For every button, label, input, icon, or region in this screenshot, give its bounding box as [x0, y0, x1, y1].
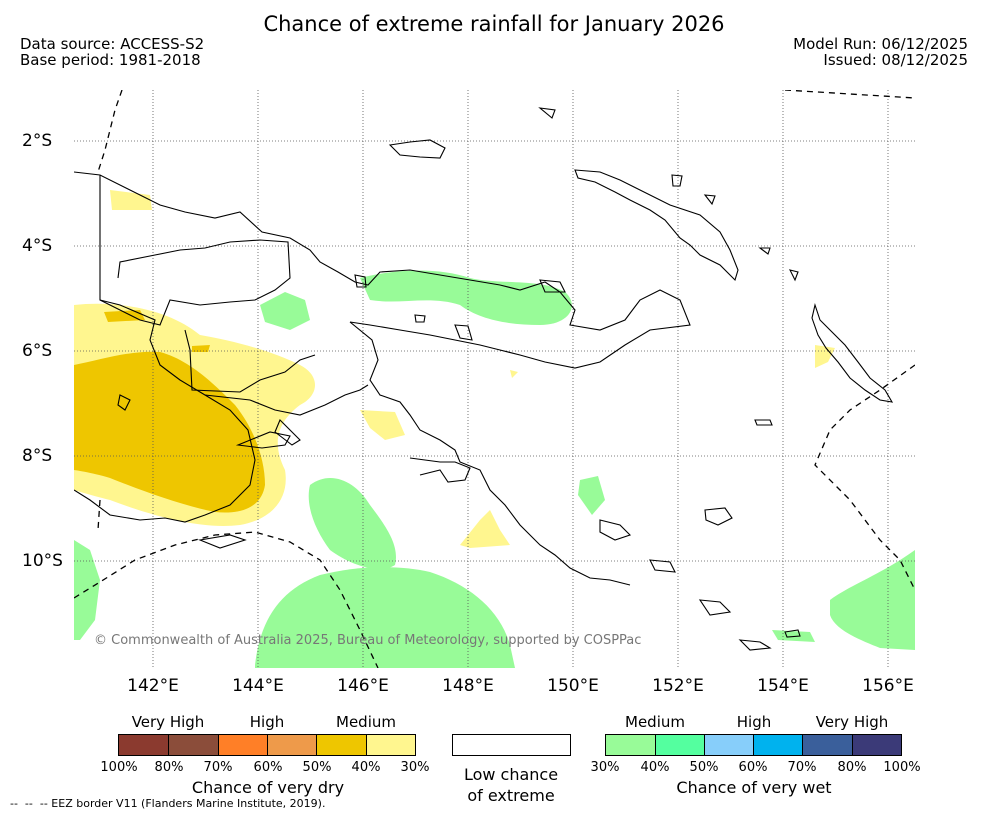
wet-swatch-6 [852, 734, 902, 756]
wet-pct-label: 100% [883, 760, 921, 775]
wet-swatch-5 [802, 734, 853, 756]
wet-swatch-4 [753, 734, 804, 756]
map-title: Chance of extreme rainfall for January 2… [263, 12, 725, 36]
lon-label-156e: 156°E [862, 676, 914, 696]
wet-swatch-3 [704, 734, 755, 756]
low-chance-swatch [452, 734, 571, 756]
wet-pct-label: 30% [590, 760, 620, 775]
dry-pct-label: 30% [400, 760, 430, 775]
lat-label-8s: 8°S [22, 446, 53, 466]
dry-level-high: High [249, 713, 285, 731]
wet-pct-label: 50% [689, 760, 719, 775]
lon-label-142e: 142°E [127, 676, 179, 696]
copyright-notice: © Commonwealth of Australia 2025, Bureau… [94, 633, 642, 648]
dry-pct-label: 60% [253, 760, 283, 775]
dry-pct-label: 100% [100, 760, 138, 775]
dry-pct-label: 80% [154, 760, 184, 775]
dry-level-medium: Medium [336, 713, 396, 731]
lon-label-148e: 148°E [442, 676, 494, 696]
dry-caption: Chance of very dry [191, 778, 345, 797]
dry-swatch-1 [118, 734, 169, 756]
coastlines [74, 107, 894, 651]
rainfall-map [74, 90, 915, 668]
eez-border-note: -- -- -- EEZ border V11 (Flanders Marine… [10, 797, 326, 810]
dry-swatch-2 [168, 734, 219, 756]
wet-swatch-1 [605, 734, 656, 756]
lon-label-150e: 150°E [547, 676, 599, 696]
dry-swatch-3 [218, 734, 269, 756]
lon-label-144e: 144°E [232, 676, 284, 696]
eez-borders [74, 90, 915, 668]
lon-label-154e: 154°E [757, 676, 809, 696]
wet-level-very-high: Very High [815, 713, 889, 731]
dry-pct-label: 40% [351, 760, 381, 775]
wet-pct-label: 70% [787, 760, 817, 775]
dry-swatch-4 [267, 734, 318, 756]
wet-pct-label: 40% [640, 760, 670, 775]
dry-medium-region [74, 310, 265, 513]
dry-pct-label: 70% [203, 760, 233, 775]
dry-pct-label: 50% [302, 760, 332, 775]
dry-swatch-6 [366, 734, 416, 756]
low-chance-caption-1: Low chance [463, 765, 559, 784]
low-chance-caption-2: of extreme [467, 786, 555, 805]
issued-label: Issued: 08/12/2025 [823, 51, 968, 69]
data-source-label: Data source: ACCESS-S2 [20, 35, 205, 53]
lat-label-2s: 2°S [22, 131, 53, 151]
wet-medium-region [74, 270, 915, 668]
dry-swatch-5 [316, 734, 367, 756]
base-period-label: Base period: 1981-2018 [20, 51, 201, 69]
lat-label-6s: 6°S [22, 341, 53, 361]
wet-level-medium: Medium [625, 713, 685, 731]
lat-label-4s: 4°S [22, 236, 53, 256]
dry-level-very-high: Very High [131, 713, 205, 731]
wet-caption: Chance of very wet [676, 778, 832, 797]
wet-pct-label: 80% [837, 760, 867, 775]
lat-label-10s: 10°S [22, 551, 63, 571]
lon-label-152e: 152°E [652, 676, 704, 696]
wet-swatch-2 [655, 734, 706, 756]
lon-label-146e: 146°E [337, 676, 389, 696]
wet-level-high: High [736, 713, 772, 731]
wet-pct-label: 60% [738, 760, 768, 775]
model-run-label: Model Run: 06/12/2025 [793, 35, 968, 53]
